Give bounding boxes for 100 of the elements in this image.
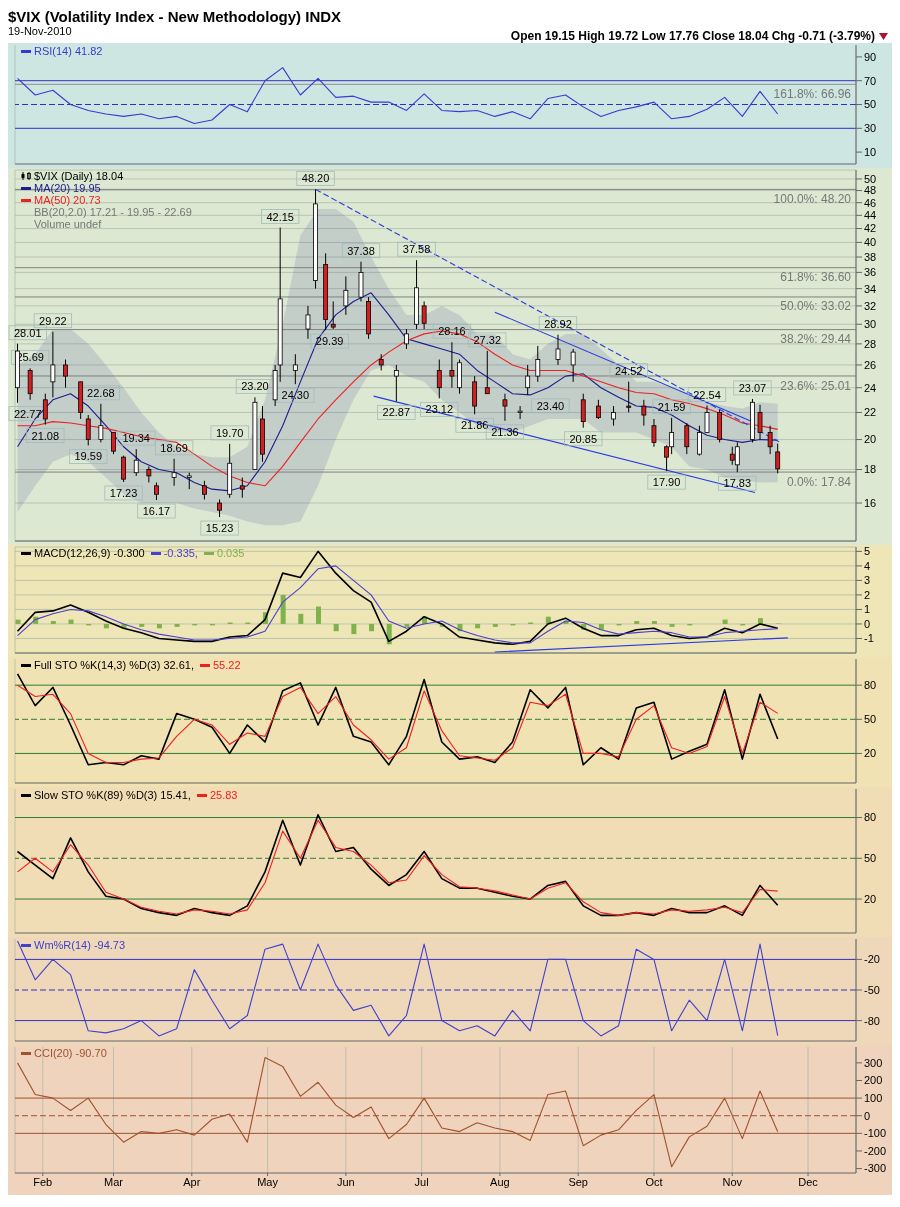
- y-tick-label: 32: [864, 299, 877, 312]
- x-tick-label: Feb: [33, 1175, 53, 1188]
- annotation: 28.92: [544, 317, 572, 330]
- y-tick-label: -100: [864, 1127, 887, 1140]
- y-tick-label: 24: [864, 381, 877, 394]
- candlestick: [525, 364, 531, 396]
- bar: [669, 623, 675, 627]
- bar: [634, 621, 640, 624]
- annotation: 29.22: [39, 314, 67, 327]
- chart-subtitle: 19-Nov-2010: [8, 25, 73, 37]
- annotation: 18.69: [160, 441, 188, 454]
- bar: [757, 618, 763, 624]
- bar: [139, 623, 145, 627]
- y-tick-label: 5: [864, 545, 871, 558]
- annotation: 21.08: [31, 429, 60, 442]
- y-tick-label: 42: [864, 222, 877, 235]
- candlestick: [502, 393, 508, 422]
- y-tick-label: -200: [864, 1144, 887, 1157]
- annotation: 22.54: [693, 388, 721, 401]
- legend-label: 25.83: [209, 789, 238, 801]
- candlestick: [611, 405, 616, 427]
- legend-label: MA(50) 20.73: [34, 194, 101, 206]
- annotation: 37.38: [347, 244, 375, 257]
- y-tick-label: 22: [864, 406, 877, 419]
- y-tick-label: 34: [864, 282, 877, 295]
- annotation: 22.87: [382, 406, 411, 419]
- text: Open 19.15 High 19.72 Low 17.76 Close 18.04 Chg -0.71 (-3.79%): [510, 29, 875, 43]
- annotation: 37.58: [402, 243, 431, 256]
- annotation: 23.12: [425, 403, 454, 416]
- candlestick: [343, 275, 349, 316]
- legend-label: Full STO %K(14,3) %D(3) 32.61,: [34, 659, 194, 671]
- line-series: [16, 550, 779, 646]
- bar: [103, 623, 109, 629]
- candlestick: [50, 331, 56, 398]
- legend-label: RSI(14) 41.82: [34, 45, 103, 57]
- candlestick: [684, 422, 690, 455]
- ref-line-label: 50.0%: 33.02: [780, 299, 852, 314]
- y-tick-label: 0: [864, 617, 871, 630]
- bar: [50, 621, 56, 624]
- y-tick-label: 80: [864, 679, 877, 692]
- candlestick: [305, 305, 311, 340]
- ref-line-label: 61.8%: 36.60: [780, 270, 852, 285]
- legend-label: $VIX (Daily) 18.04: [34, 170, 124, 182]
- annotation: 17.83: [723, 477, 752, 490]
- y-tick-label: 0: [864, 1109, 871, 1122]
- legend-label: -0.335,: [163, 547, 198, 559]
- candlestick: [555, 334, 561, 366]
- y-tick-label: 90: [864, 50, 877, 63]
- candlestick: [580, 393, 586, 429]
- y-tick-label: 100: [864, 1092, 883, 1105]
- bar: [316, 606, 322, 624]
- y-tick-label: 50: [864, 713, 877, 726]
- y-tick-label: 38: [864, 250, 877, 263]
- annotation: 15.23: [205, 522, 234, 535]
- legend-label: Slow STO %K(89) %D(3) 15.41,: [34, 789, 191, 801]
- x-tick-label: Dec: [798, 1175, 819, 1188]
- y-tick-label: 46: [864, 196, 877, 209]
- candlestick: [517, 405, 523, 420]
- candlestick: [239, 477, 245, 499]
- candlestick: [202, 480, 207, 500]
- y-tick-label: -1: [864, 632, 874, 645]
- candlestick: [734, 441, 740, 473]
- candlestick: [63, 359, 68, 389]
- y-tick-label: 50: [864, 172, 877, 185]
- y-tick-label: 80: [864, 811, 877, 824]
- chart-title: $VIX (Volatility Index - New Methodology) INDX: [8, 8, 342, 25]
- annotation: 19.59: [74, 450, 103, 463]
- candlestick: [27, 367, 33, 401]
- ref-line-label: 100.0%: 48.20: [773, 191, 852, 206]
- candlestick: [626, 381, 632, 413]
- candlestick: [570, 348, 576, 383]
- bar: [15, 619, 21, 624]
- candlestick: [757, 404, 763, 441]
- y-tick-label: 70: [864, 74, 877, 87]
- candlestick: [292, 353, 298, 385]
- x-tick-label: Aug: [490, 1175, 510, 1188]
- y-tick-label: 40: [864, 236, 877, 249]
- bar: [492, 623, 498, 627]
- x-tick-label: Oct: [645, 1175, 663, 1188]
- y-tick-label: 16: [864, 496, 877, 509]
- candlestick: [42, 393, 48, 426]
- y-tick-label: -20: [864, 953, 880, 966]
- annotation: 23.07: [738, 381, 767, 394]
- y-tick-label: 1: [864, 603, 871, 616]
- annotation: 29.39: [315, 335, 344, 348]
- candlestick: [449, 341, 455, 389]
- candlestick: [436, 359, 442, 399]
- y-tick-label: 20: [864, 433, 877, 446]
- annotation: 27.32: [473, 333, 502, 346]
- annotation: 17.23: [109, 486, 138, 499]
- candlestick: [421, 300, 427, 330]
- candlestick: [641, 399, 647, 427]
- legend-label: 0.035: [216, 547, 245, 559]
- ref-line-label: 23.6%: 25.01: [780, 378, 852, 393]
- bar: [651, 621, 657, 624]
- bar: [68, 619, 74, 624]
- candlestick: [404, 328, 409, 350]
- x-tick-label: Apr: [183, 1175, 201, 1188]
- candlestick: [121, 455, 126, 483]
- x-tick-label: Mar: [104, 1175, 124, 1188]
